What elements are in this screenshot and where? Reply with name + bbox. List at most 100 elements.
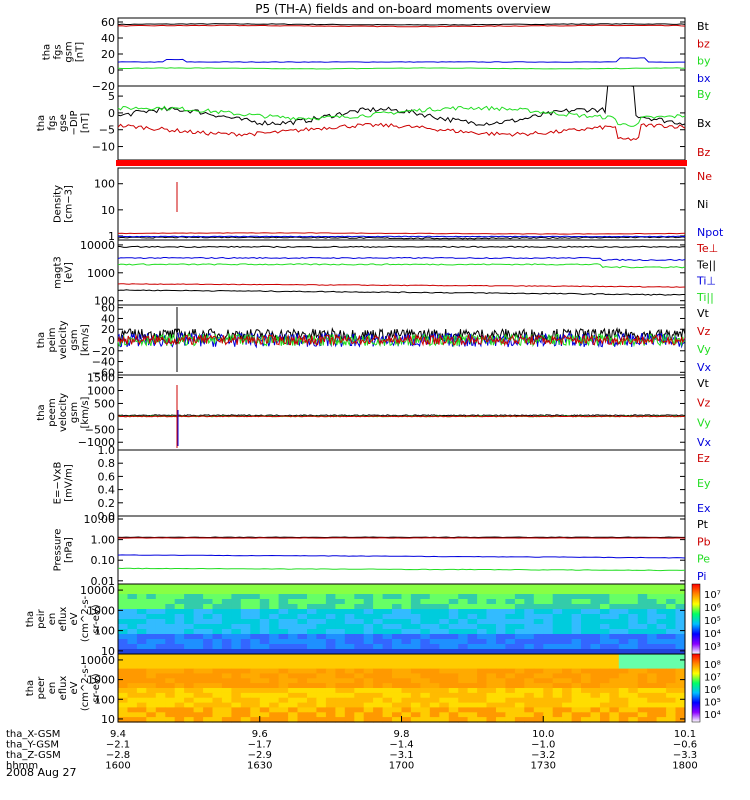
axis-row-label: tha_Y-GSM	[6, 740, 59, 751]
colorbar-label: 10³	[704, 642, 721, 653]
svg-text:−DIP: −DIP	[69, 110, 80, 135]
legend-entry: Pt	[697, 518, 709, 531]
panel-frame	[117, 85, 686, 161]
colorbar-peir-eflux: 10⁷ 10⁶ 10⁵ 10⁴ 10³	[691, 583, 721, 655]
trace-by	[117, 67, 686, 70]
y-tick-label: 10000	[80, 584, 115, 597]
y-tick-label: −20	[92, 345, 115, 358]
axis-row-value: 1600	[105, 761, 130, 772]
svg-text:[nT]: [nT]	[80, 113, 91, 133]
y-tick-label: 10	[101, 713, 115, 726]
trace-te-par	[117, 289, 685, 296]
legend-entry: Bt	[697, 20, 710, 33]
legend-entry: Vx	[697, 436, 712, 449]
axis-row-value: 1630	[247, 761, 272, 772]
colorbar-label: 10⁸	[704, 660, 721, 671]
y-tick-label: 0.2	[98, 497, 116, 510]
legend-entry: Vt	[697, 377, 710, 390]
panel-frame	[117, 449, 686, 517]
svg-text:[eV]: [eV]	[64, 262, 75, 283]
y-tick-label: 20	[101, 323, 115, 336]
trace-vy	[117, 332, 686, 348]
y-axis-label: Pressure [nPa]	[53, 529, 75, 572]
svg-text:tha: tha	[36, 332, 47, 348]
colorbar-label: 10⁴	[704, 629, 721, 640]
svg-text:E=−VxB: E=−VxB	[53, 462, 64, 505]
y-tick-label: 1.00	[91, 534, 116, 547]
legend-entry: Pi	[697, 570, 706, 583]
svg-text:eV: eV	[69, 681, 80, 694]
panel-pressure: 10.00 1.00 0.10 0.01 Pressure [nPa] Pt Pb Pe Pi	[53, 513, 711, 588]
y-tick-label: 60	[101, 16, 115, 29]
trace-pt	[117, 536, 685, 539]
y-axis-label: Density [cm−3]	[53, 185, 75, 223]
legend-entry: Ey	[697, 477, 711, 490]
y-tick-label: 1.0	[98, 444, 116, 457]
trace-pe	[117, 567, 686, 572]
y-tick-label: 0	[108, 410, 115, 423]
legend-entry: Vy	[697, 416, 711, 429]
svg-text:en: en	[47, 613, 58, 626]
legend-entry: Pb	[697, 535, 711, 548]
svg-text:magt3: magt3	[53, 256, 64, 289]
colorbar-label: 10⁵	[704, 616, 721, 627]
panel-frame	[117, 515, 686, 585]
traces-fgs-gsm	[117, 23, 686, 70]
legend-entry: by	[697, 55, 711, 68]
y-tick-label: 0.01	[91, 575, 116, 588]
y-axis-label: tha fgs gsm [nT]	[42, 41, 86, 62]
trace-bz	[117, 24, 686, 28]
legend-entry: Npot	[697, 226, 724, 239]
traces-temperature	[117, 245, 686, 296]
traces-fgs-gse	[117, 85, 686, 142]
traces-density	[117, 182, 686, 240]
svg-text:velocity: velocity	[58, 320, 69, 359]
y-axis-label: tha peem velocity gsm [km/s]	[36, 393, 91, 432]
panel-frame	[117, 17, 686, 87]
y-tick-label: 0.10	[91, 554, 116, 567]
y-axis-label: tha peir en eflux eV (cm^2-s-sr-eV)	[25, 595, 102, 642]
axis-row-value: −3.2	[531, 750, 555, 761]
axis-row-value: 10.1	[674, 729, 696, 740]
svg-text:fgs: fgs	[53, 44, 64, 59]
trace-bx	[117, 57, 685, 63]
y-tick-label: 1000	[87, 267, 115, 280]
colorbar-label: 10⁷	[704, 590, 721, 601]
plot-title: P5 (TH-A) fields and on-board moments ov…	[255, 2, 551, 16]
panel-peir-eflux: 10⁷ 10⁶ 10⁵ 10⁴ 10³ 10000 1000 100 10 tha peir en ef…	[25, 583, 721, 658]
svg-text:eV: eV	[69, 612, 80, 625]
svg-text:gsm: gsm	[69, 402, 80, 423]
colorbar-label: 10⁵	[704, 698, 721, 709]
legend-entry: Vy	[697, 343, 711, 356]
y-tick-label: −1000	[78, 436, 115, 449]
axis-row-label: tha_X-GSM	[6, 729, 60, 740]
svg-text:Pressure: Pressure	[53, 529, 64, 572]
trace-bx	[117, 85, 686, 126]
y-tick-label: 5	[108, 90, 115, 103]
y-tick-label: 10000	[80, 239, 115, 252]
axis-row-label: tha_Z-GSM	[6, 750, 61, 761]
axis-row-value: −0.6	[673, 740, 697, 751]
y-tick-label: 10	[101, 645, 115, 658]
y-tick-label: 100	[94, 693, 115, 706]
svg-text:peer: peer	[36, 676, 47, 700]
y-tick-label: 1	[108, 230, 115, 243]
y-tick-label: −40	[92, 356, 115, 369]
y-tick-label: 60	[101, 302, 115, 315]
y-tick-label: 0	[108, 64, 115, 77]
legend-entry: Te⊥	[696, 242, 718, 255]
y-tick-label: −20	[92, 80, 115, 93]
svg-text:gsm: gsm	[64, 41, 75, 62]
svg-text:en: en	[47, 682, 58, 695]
legend-entry: Bz	[697, 146, 711, 159]
axis-row-value: −1.7	[248, 740, 272, 751]
legend-entry: bx	[697, 72, 711, 85]
svg-text:velocity: velocity	[58, 393, 69, 432]
legend-entry: Ti⊥	[696, 275, 716, 288]
